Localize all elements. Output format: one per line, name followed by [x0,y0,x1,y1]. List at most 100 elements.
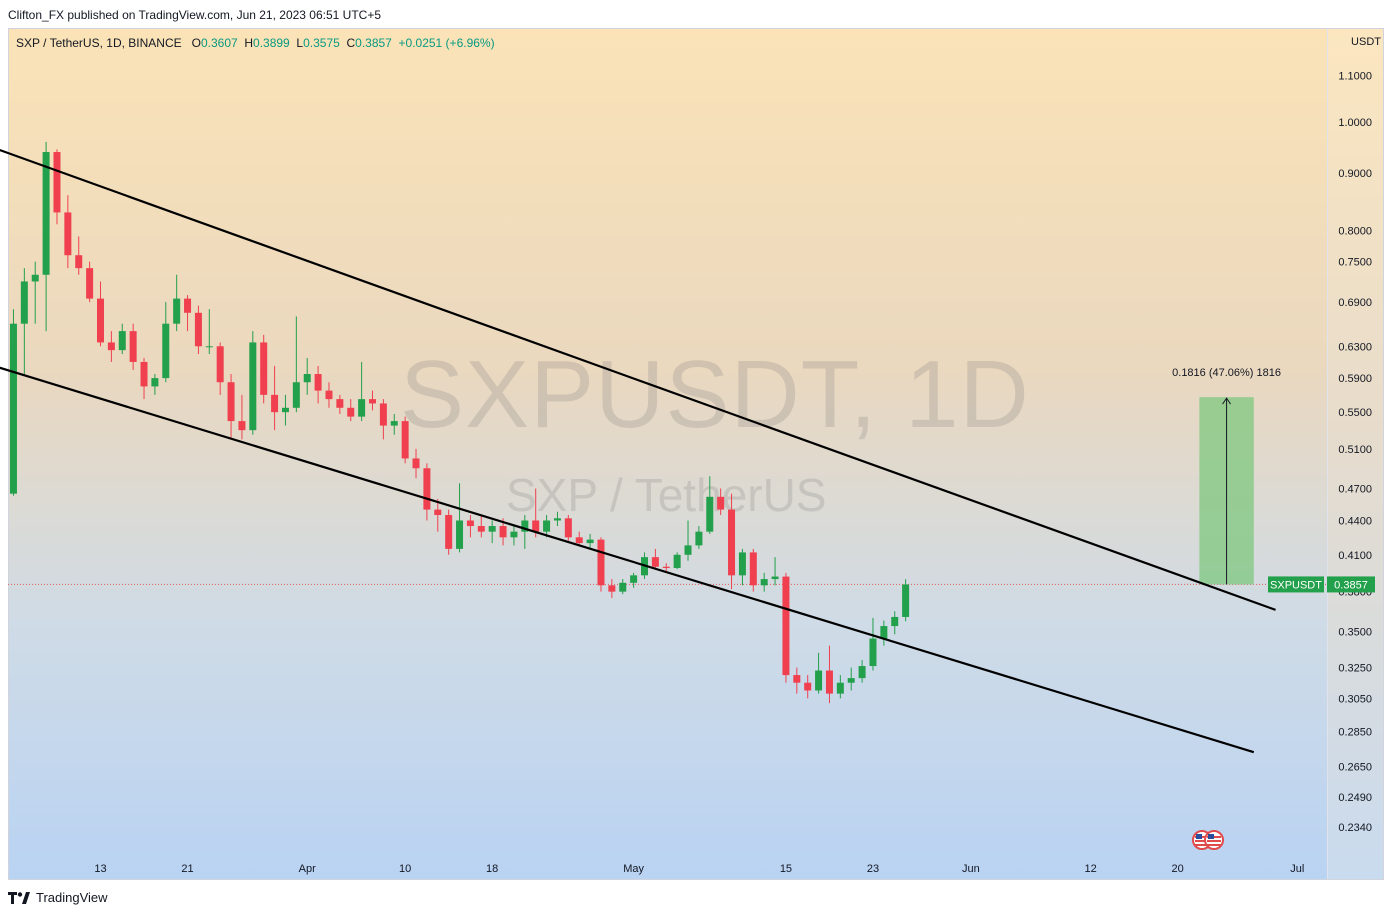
candle-body[interactable] [42,152,50,275]
candle-body[interactable] [532,520,540,532]
candle-body[interactable] [749,552,757,586]
candle-body[interactable] [782,576,790,676]
price-axis[interactable] [1327,29,1383,879]
candle-body[interactable] [249,342,257,431]
candle-body[interactable] [869,638,877,667]
candle-body[interactable] [858,666,866,679]
plot-background[interactable] [9,29,1327,879]
candle-body[interactable] [836,682,844,694]
candle-body[interactable] [815,670,823,691]
candle-body[interactable] [390,421,398,426]
channel-lower-line[interactable] [0,362,1255,754]
candle-body[interactable] [86,268,94,299]
candle-body[interactable] [20,281,28,324]
candle-body[interactable] [260,342,268,395]
candle-body[interactable] [728,509,736,576]
candle-body[interactable] [369,399,376,404]
candle-body[interactable] [314,374,322,391]
candle-body[interactable] [423,468,431,510]
candle-body[interactable] [9,323,17,494]
candle-body[interactable] [902,584,910,617]
us-flag-events-icon[interactable] [1192,830,1226,850]
candle-body[interactable] [597,539,605,586]
x-tick-label: Jun [962,863,980,875]
candle-body[interactable] [53,152,61,213]
candle-body[interactable] [499,526,507,538]
candle-body[interactable] [140,361,148,387]
candle-body[interactable] [619,582,627,592]
candle-body[interactable] [521,520,529,532]
y-tick-label: 0.2340 [1338,822,1372,834]
candle-body[interactable] [75,255,83,269]
x-tick-label: May [623,863,644,875]
candle-body[interactable] [64,212,72,256]
candle-body[interactable] [194,312,202,347]
candle-body[interactable] [771,576,779,580]
candle-body[interactable] [412,458,420,469]
candle-body[interactable] [205,346,213,348]
price-range-label: 0.1816 (47.06%) 1816 [1172,367,1281,379]
candle-body[interactable] [173,298,181,324]
candle-body[interactable] [804,682,812,691]
candle-body[interactable] [107,342,115,351]
candle-body[interactable] [825,670,833,694]
candle-body[interactable] [379,403,387,426]
candle-body[interactable] [695,531,703,546]
candle-body[interactable] [564,518,572,538]
candle-body[interactable] [31,274,39,282]
candle-body[interactable] [281,407,289,413]
candle-body[interactable] [510,531,518,538]
candle-body[interactable] [477,526,485,532]
y-tick-label: 0.4100 [1338,550,1372,562]
candle-body[interactable] [738,552,746,576]
candle-body[interactable] [662,566,670,568]
candle-body[interactable] [292,382,300,408]
candle-body[interactable] [336,399,344,408]
candle-body[interactable] [673,554,681,568]
last-price-value-badge[interactable] [1327,576,1375,593]
candle-body[interactable] [97,298,104,343]
candle-body[interactable] [456,520,464,549]
candle-body[interactable] [466,520,474,527]
candle-body[interactable] [118,331,126,351]
candle-body[interactable] [608,585,616,592]
candle-body[interactable] [184,298,192,313]
candle-body[interactable] [358,399,366,417]
candle-body[interactable] [216,346,224,383]
candle-body[interactable] [575,537,583,544]
candle-body[interactable] [347,407,355,417]
candle-body[interactable] [162,323,170,379]
candle-body[interactable] [717,496,725,510]
candle-body[interactable] [434,509,442,516]
candle-body[interactable] [586,539,594,544]
candle-body[interactable] [891,616,899,627]
footer-brand[interactable]: TradingView [36,890,108,905]
legend-change-value: +0.0251 (+6.96%) [398,36,495,50]
candle-body[interactable] [760,579,768,586]
channel-upper-line[interactable] [0,139,1276,611]
candle-body[interactable] [880,626,888,639]
candle-body[interactable] [0,470,6,493]
candle-body[interactable] [847,678,855,683]
tradingview-logo-icon[interactable] [8,891,30,904]
candle-body[interactable] [630,575,638,583]
candle-body[interactable] [445,515,453,549]
candle-body[interactable] [238,421,246,431]
candle-body[interactable] [706,496,714,532]
legend-symbol[interactable]: SXP / TetherUS, 1D, BINANCE [16,36,182,50]
candle-body[interactable] [553,518,561,521]
candle-body[interactable] [684,545,692,555]
candle-body[interactable] [488,526,496,532]
candle-body[interactable] [325,390,333,400]
candle-body[interactable] [651,557,659,567]
candle-body[interactable] [227,382,235,422]
candle-body[interactable] [793,675,801,683]
candle-body[interactable] [543,520,551,532]
last-price-symbol-badge[interactable] [1268,576,1324,593]
candle-body[interactable] [401,421,409,459]
y-tick-label: 0.4700 [1338,483,1372,495]
candle-body[interactable] [303,374,311,383]
candle-body[interactable] [129,331,137,362]
candle-body[interactable] [271,394,279,413]
candle-body[interactable] [151,378,159,387]
